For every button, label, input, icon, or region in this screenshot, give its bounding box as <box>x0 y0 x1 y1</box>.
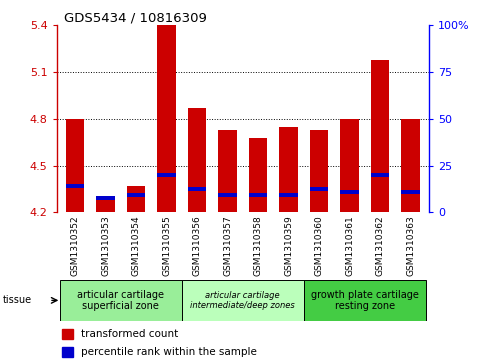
Bar <box>62 347 72 357</box>
Text: transformed count: transformed count <box>81 329 178 339</box>
Text: GSM1310360: GSM1310360 <box>315 216 323 277</box>
Bar <box>371 173 389 177</box>
Text: GDS5434 / 10816309: GDS5434 / 10816309 <box>64 11 207 24</box>
Text: GSM1310354: GSM1310354 <box>132 216 141 276</box>
Bar <box>188 187 206 191</box>
Bar <box>66 119 84 212</box>
Bar <box>62 329 72 339</box>
Text: GSM1310356: GSM1310356 <box>193 216 202 277</box>
Bar <box>157 25 176 212</box>
Text: articular cartilage
intermediate/deep zones: articular cartilage intermediate/deep zo… <box>190 291 295 310</box>
Bar <box>218 130 237 212</box>
Bar <box>280 193 298 197</box>
Bar <box>341 190 359 194</box>
Bar <box>182 280 304 321</box>
Text: tissue: tissue <box>2 295 32 305</box>
Bar <box>66 184 84 188</box>
Text: GSM1310359: GSM1310359 <box>284 216 293 277</box>
Bar <box>401 119 420 212</box>
Bar <box>127 186 145 212</box>
Text: articular cartilage
superficial zone: articular cartilage superficial zone <box>77 290 164 311</box>
Text: GSM1310361: GSM1310361 <box>345 216 354 277</box>
Bar <box>310 130 328 212</box>
Bar <box>96 196 115 200</box>
Text: growth plate cartilage
resting zone: growth plate cartilage resting zone <box>311 290 419 311</box>
Bar <box>218 193 237 197</box>
Bar <box>157 173 176 177</box>
Text: GSM1310357: GSM1310357 <box>223 216 232 277</box>
Text: GSM1310362: GSM1310362 <box>376 216 385 276</box>
Text: percentile rank within the sample: percentile rank within the sample <box>81 347 257 357</box>
Bar <box>401 190 420 194</box>
Bar <box>60 280 182 321</box>
Text: GSM1310363: GSM1310363 <box>406 216 415 277</box>
Bar <box>280 127 298 212</box>
Bar <box>127 193 145 197</box>
Bar <box>249 138 267 212</box>
Bar <box>188 108 206 212</box>
Bar <box>341 119 359 212</box>
Text: GSM1310358: GSM1310358 <box>253 216 263 277</box>
Bar <box>371 60 389 212</box>
Bar <box>96 197 115 212</box>
Bar <box>304 280 426 321</box>
Text: GSM1310352: GSM1310352 <box>70 216 79 276</box>
Bar <box>310 187 328 191</box>
Text: GSM1310353: GSM1310353 <box>101 216 110 277</box>
Bar <box>249 193 267 197</box>
Text: GSM1310355: GSM1310355 <box>162 216 171 277</box>
